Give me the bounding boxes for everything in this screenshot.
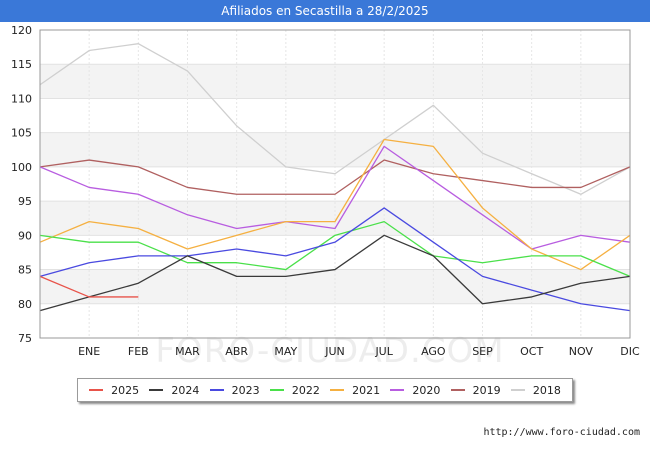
y-tick-label: 85 bbox=[18, 264, 32, 277]
legend-label: 2018 bbox=[532, 383, 561, 397]
y-tick-label: 80 bbox=[18, 298, 32, 311]
legend-label: 2020 bbox=[412, 383, 441, 397]
x-axis-tick-labels: ENE FEB MAR ABR MAY JUN JUL AGO SEP OCT NOV DIC bbox=[78, 345, 640, 358]
legend: 2025 2024 2023 2022 2021 2020 2019 2018 bbox=[77, 378, 573, 402]
x-tick-label: ENE bbox=[78, 345, 100, 358]
y-tick-label: 95 bbox=[18, 195, 32, 208]
y-tick-label: 100 bbox=[11, 161, 32, 174]
legend-label: 2021 bbox=[352, 383, 381, 397]
legend-item-2025: 2025 bbox=[89, 384, 139, 397]
y-tick-label: 120 bbox=[11, 24, 32, 37]
y-axis-tick-labels: 75 80 85 90 95 100 105 110 115 120 bbox=[11, 24, 32, 345]
x-tick-label: DIC bbox=[620, 345, 640, 358]
y-tick-label: 90 bbox=[18, 229, 32, 242]
background-band bbox=[40, 64, 630, 99]
x-tick-label: MAR bbox=[175, 345, 200, 358]
legend-swatch bbox=[89, 389, 104, 391]
series-line-2022 bbox=[39, 220, 631, 277]
x-tick-label: JUN bbox=[324, 345, 345, 358]
legend-item-2018: 2018 bbox=[510, 383, 561, 397]
legend-swatch bbox=[269, 389, 284, 391]
background-band bbox=[40, 303, 630, 338]
series-line-2024 bbox=[39, 234, 631, 312]
series-line-2025 bbox=[39, 275, 139, 298]
legend-item-2023: 2023 bbox=[209, 383, 260, 397]
legend-label: 2023 bbox=[231, 383, 260, 397]
legend-swatch bbox=[450, 389, 465, 391]
legend-label: 2025 bbox=[111, 383, 140, 397]
x-tick-label: FEB bbox=[128, 345, 149, 358]
legend-label: 2024 bbox=[171, 383, 200, 397]
legend-item-2024: 2024 bbox=[149, 384, 199, 397]
x-tick-label: NOV bbox=[569, 345, 594, 358]
series-lines bbox=[39, 43, 631, 312]
legend-item-2020: 2020 bbox=[390, 384, 440, 397]
legend-swatch bbox=[209, 389, 224, 391]
plot-border bbox=[39, 29, 631, 339]
legend-item-2019: 2019 bbox=[450, 383, 501, 397]
series-line-2019 bbox=[39, 159, 631, 195]
y-tick-label: 110 bbox=[11, 92, 32, 105]
legend-label: 2022 bbox=[291, 383, 320, 397]
x-tick-label: MAY bbox=[274, 345, 297, 358]
y-tick-label: 105 bbox=[11, 127, 32, 140]
x-tick-label: OCT bbox=[520, 345, 543, 358]
x-tick-label: AGO bbox=[421, 345, 446, 358]
y-tick-label: 115 bbox=[11, 58, 32, 71]
series-line-2021 bbox=[39, 138, 631, 271]
background-band bbox=[40, 132, 630, 167]
series-line-2023 bbox=[39, 207, 631, 312]
x-tick-label: JUL bbox=[374, 345, 393, 358]
legend-swatch bbox=[510, 389, 525, 391]
legend-item-2021: 2021 bbox=[330, 384, 380, 397]
x-tick-label: SEP bbox=[472, 345, 493, 358]
legend-swatch bbox=[330, 389, 345, 391]
legend-label: 2019 bbox=[472, 383, 501, 397]
series-line-2018 bbox=[39, 43, 631, 195]
legend-item-2022: 2022 bbox=[269, 383, 320, 397]
source-url[interactable]: http://www.foro-ciudad.com bbox=[483, 427, 640, 438]
legend-swatch bbox=[149, 389, 164, 391]
chart-title: Afiliados en Secastilla a 28/2/2025 bbox=[0, 0, 650, 22]
y-tick-label: 75 bbox=[18, 332, 32, 345]
legend-swatch bbox=[390, 389, 405, 391]
x-tick-label: ABR bbox=[225, 345, 248, 358]
